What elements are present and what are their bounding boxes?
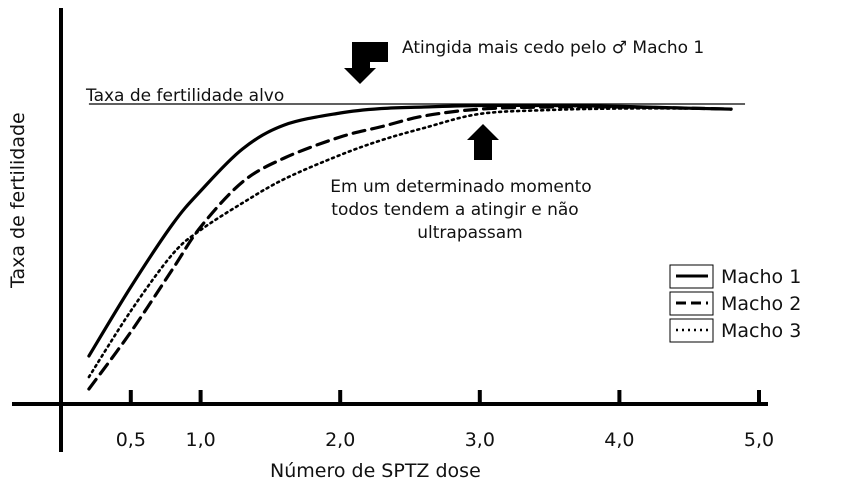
arrow-down-icon — [344, 42, 388, 84]
x-tick-label-1: 1,0 — [185, 429, 215, 451]
y-axis-title: Taxa de fertilidade — [7, 112, 29, 289]
series-layer — [87, 103, 733, 391]
x-tick-labels: 0,5 1,0 2,0 3,0 4,0 5,0 — [116, 429, 774, 451]
annotation-middle-line-1: Em um determinado momento — [330, 177, 591, 197]
legend-box-3 — [669, 318, 714, 343]
target-line-label: Taxa de fertilidade alvo — [85, 86, 284, 106]
x-tick-label-4: 4,0 — [604, 429, 634, 451]
annotation-middle-line-3: ultrapassam — [417, 223, 522, 243]
legend-label-macho-3: Macho 3 — [721, 320, 801, 342]
series-line-macho-3 — [87, 107, 733, 379]
x-tick-label-2: 2,0 — [325, 429, 355, 451]
series-line-macho-1 — [87, 103, 733, 358]
series-line-macho-2 — [87, 105, 733, 391]
legend-label-macho-1: Macho 1 — [721, 266, 801, 288]
x-tick-label-0: 0,5 — [116, 429, 146, 451]
legend-label-macho-2: Macho 2 — [721, 293, 801, 315]
x-tick-label-5: 5,0 — [744, 429, 774, 451]
legend: Macho 1 Macho 2 Macho 3 — [669, 264, 801, 343]
x-axis-title: Número de SPTZ dose — [270, 460, 481, 482]
annotation-middle-line-2: todos tendem a atingir e não — [331, 200, 578, 220]
x-tick-label-3: 3,0 — [465, 429, 495, 451]
arrow-up-icon — [467, 124, 499, 160]
x-ticks — [128, 390, 761, 404]
annotation-top: Atingida mais cedo pelo ♂ Macho 1 — [402, 38, 704, 58]
